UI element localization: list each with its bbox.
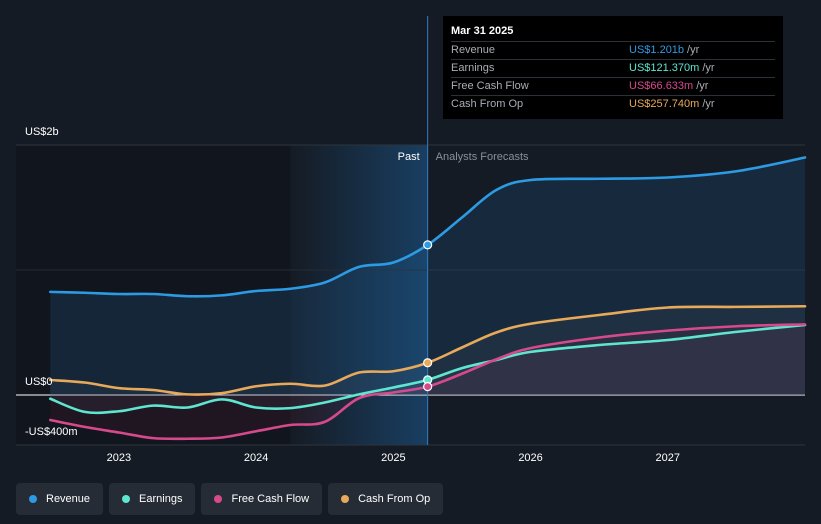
x-tick-2025: 2025 bbox=[381, 452, 405, 464]
data-tooltip: Mar 31 2025 Revenue US$1.201b/yr Earnings U… bbox=[443, 16, 783, 119]
y-axis-label-top: US$2b bbox=[25, 126, 59, 138]
marker-free-cash-flow bbox=[423, 382, 433, 392]
tooltip-row-label: Earnings bbox=[451, 62, 495, 74]
grid-lines bbox=[16, 144, 805, 446]
tooltip-row-unit: /yr bbox=[702, 62, 715, 74]
area-earnings bbox=[50, 325, 806, 413]
legend-item-free-cash-flow[interactable]: Free Cash Flow bbox=[201, 483, 323, 515]
marker-cash-from-op bbox=[423, 358, 433, 368]
chart-legend: Revenue Earnings Free Cash Flow Cash From O… bbox=[16, 483, 444, 515]
legend-item-earnings[interactable]: Earnings bbox=[109, 483, 196, 515]
x-tick-2024: 2024 bbox=[244, 452, 268, 464]
tooltip-row-label: Cash From Op bbox=[451, 98, 524, 110]
tooltip-row-revenue: Revenue US$1.201b/yr bbox=[451, 41, 775, 59]
legend-dot-icon bbox=[214, 495, 223, 503]
tooltip-row-unit: /yr bbox=[696, 80, 709, 92]
line-earnings bbox=[49, 323, 807, 415]
tooltip-row-value: US$257.740m bbox=[629, 98, 700, 110]
marker-revenue bbox=[423, 240, 433, 250]
tooltip-row-label: Free Cash Flow bbox=[451, 80, 529, 92]
x-axis-ticks: 2023 2024 2025 2026 2027 bbox=[107, 452, 680, 464]
x-tick-2023: 2023 bbox=[107, 452, 131, 464]
tooltip-row-unit: /yr bbox=[687, 44, 700, 56]
legend-label: Earnings bbox=[139, 493, 183, 505]
y-axis-label-bottom: -US$400m bbox=[25, 426, 78, 438]
x-tick-2027: 2027 bbox=[656, 452, 680, 464]
tooltip-row-value: US$66.633m bbox=[629, 80, 694, 92]
tooltip-row-label: Revenue bbox=[451, 44, 496, 56]
tooltip-rows: Revenue US$1.201b/yr Earnings US$121.370m/y… bbox=[451, 41, 775, 113]
forecast-label: Analysts Forecasts bbox=[436, 151, 529, 163]
area-cash-from-op bbox=[50, 306, 806, 395]
tooltip-row-free-cash-flow: Free Cash Flow US$66.633m/yr bbox=[451, 77, 775, 95]
tooltip-row-cash-from-op: Cash From Op US$257.740m/yr bbox=[451, 95, 775, 113]
line-cash-from-op bbox=[49, 304, 807, 396]
tooltip-row-earnings: Earnings US$121.370m/yr bbox=[451, 59, 775, 77]
series-lines bbox=[49, 156, 807, 441]
legend-dot-icon bbox=[122, 495, 131, 503]
line-free-cash-flow bbox=[49, 323, 807, 441]
tooltip-row-value: US$121.370m bbox=[629, 62, 700, 74]
legend-item-revenue[interactable]: Revenue bbox=[16, 483, 104, 515]
legend-item-cash-from-op[interactable]: Cash From Op bbox=[328, 483, 444, 515]
tooltip-row-unit: /yr bbox=[702, 98, 715, 110]
line-revenue bbox=[49, 156, 807, 298]
legend-label: Cash From Op bbox=[358, 493, 431, 505]
legend-dot-icon bbox=[341, 495, 350, 503]
hover-markers bbox=[423, 240, 433, 392]
x-tick-2026: 2026 bbox=[518, 452, 542, 464]
legend-dot-icon bbox=[29, 495, 37, 503]
past-label: Past bbox=[398, 151, 420, 163]
y-axis-label-zero: US$0 bbox=[25, 376, 53, 388]
legend-label: Free Cash Flow bbox=[231, 493, 310, 505]
legend-label: Revenue bbox=[46, 493, 91, 505]
tooltip-row-value: US$1.201b bbox=[629, 44, 685, 56]
tooltip-date: Mar 31 2025 bbox=[451, 25, 514, 37]
area-free-cash-flow bbox=[50, 324, 806, 439]
